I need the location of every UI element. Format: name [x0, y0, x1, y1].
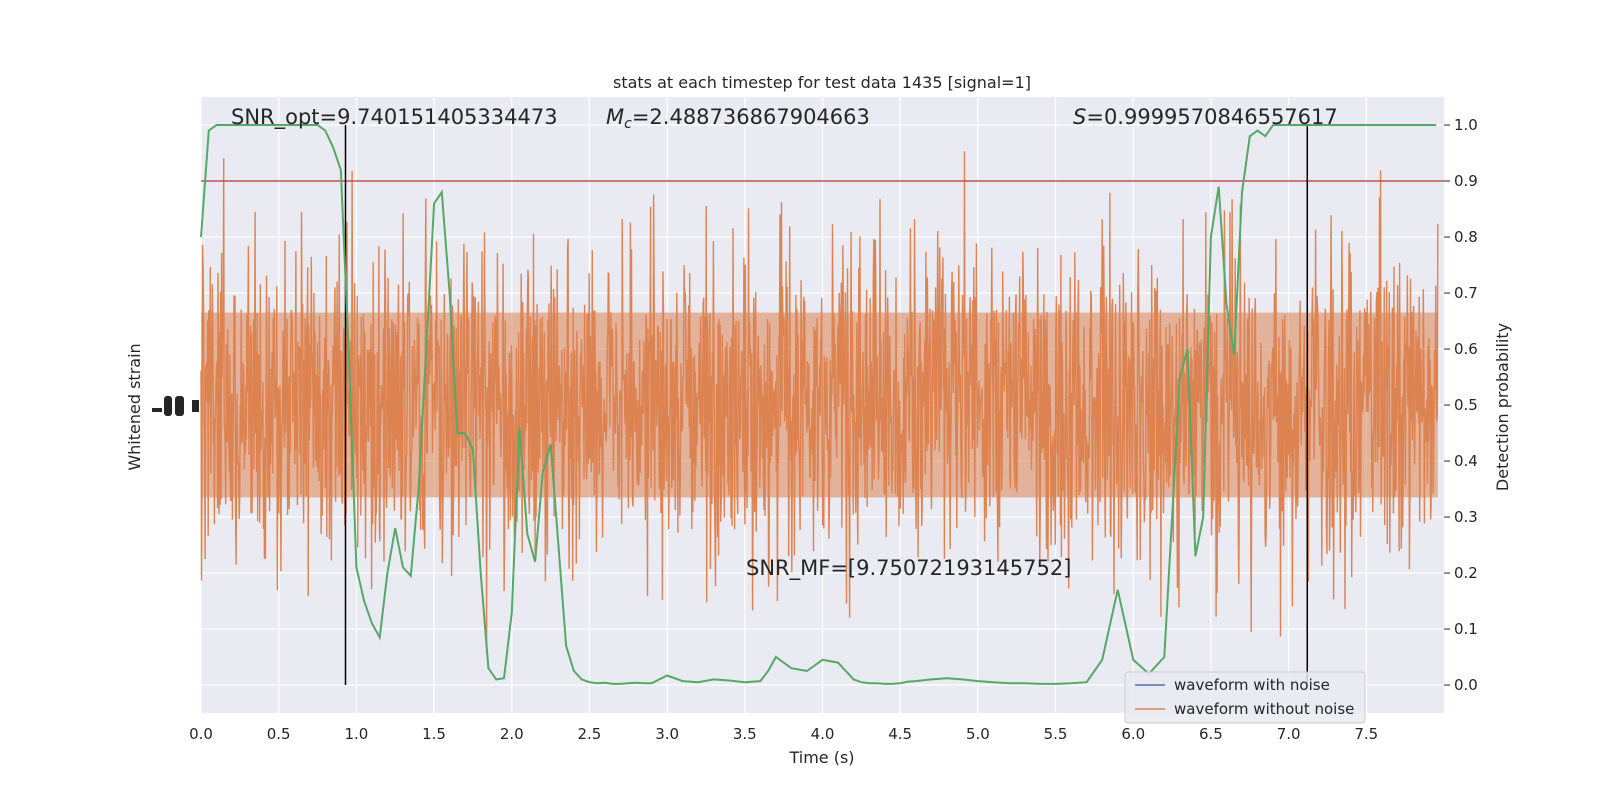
x-tick-label: 5.0	[966, 725, 990, 743]
x-axis-ticks: 0.0 0.5 1.0 1.5 2.0 2.5 3.0 3.5 4.0 4.5 5.0 5.5 6.0 6…	[189, 725, 1378, 743]
x-tick-label: 2.5	[578, 725, 602, 743]
annotation-chirp-mass: Mc=2.488736867904663	[606, 105, 870, 132]
detection-probability-line	[200, 124, 1437, 685]
x-tick-label: 2.0	[500, 725, 524, 743]
x-tick-label: 3.0	[655, 725, 679, 743]
left-axis-tick-blob-3	[175, 396, 184, 416]
right-tick-label: 0.8	[1454, 228, 1478, 246]
x-tick-label: 0.0	[189, 725, 213, 743]
x-tick-label: 6.0	[1121, 725, 1145, 743]
x-tick-label: 1.0	[344, 725, 368, 743]
right-tick-label: 0.6	[1454, 340, 1478, 358]
annotation-s-value: S=0.9999570846557617	[1073, 105, 1338, 129]
right-tick-label: 0.3	[1454, 508, 1478, 526]
right-axis-ticks: 0.0 0.1 0.2 0.3 0.4 0.5 0.6 0.7 0.8 0.9 1.0	[1444, 116, 1478, 694]
detection-vlines	[344, 125, 1309, 685]
waveform-dense-band	[201, 312, 1438, 498]
left-axis-tick-blob-4	[192, 400, 199, 412]
chart-title: stats at each timestep for test data 143…	[613, 73, 1031, 92]
annotation-snr-opt: SNR_opt=9.740151405334473	[231, 105, 558, 130]
right-tick-label: 0.2	[1454, 564, 1478, 582]
x-axis-label: Time (s)	[788, 748, 854, 767]
legend-entry-clean: waveform without noise	[1174, 700, 1354, 718]
s-value: =0.9999570846557617	[1086, 105, 1337, 129]
right-axis-label: Detection probability	[1493, 323, 1512, 491]
s-symbol: S	[1073, 105, 1086, 129]
legend: waveform with noise waveform without noi…	[1124, 671, 1366, 724]
x-tick-label: 4.5	[888, 725, 912, 743]
left-axis-label: Whitened strain	[125, 343, 144, 470]
left-axis-tick-blob-1	[152, 408, 162, 412]
x-tick-label: 1.5	[422, 725, 446, 743]
x-tick-label: 0.5	[267, 725, 291, 743]
legend-box	[1124, 671, 1366, 724]
x-tick-label: 3.5	[733, 725, 757, 743]
left-axis-tick-blob-2	[164, 396, 172, 416]
right-tick-label: 1.0	[1454, 116, 1478, 134]
x-tick-label: 7.5	[1354, 725, 1378, 743]
x-tick-label: 6.5	[1199, 725, 1223, 743]
x-tick-label: 5.5	[1044, 725, 1068, 743]
left-axis-clutter	[152, 396, 199, 416]
x-tick-label: 4.0	[811, 725, 835, 743]
detection-probability-layer	[200, 124, 1437, 685]
right-tick-label: 0.4	[1454, 452, 1478, 470]
right-tick-label: 0.5	[1454, 396, 1478, 414]
x-tick-label: 7.0	[1277, 725, 1301, 743]
legend-entry-noise: waveform with noise	[1174, 676, 1330, 694]
right-tick-label: 0.0	[1454, 676, 1478, 694]
chirp-mass-symbol: M	[606, 105, 624, 129]
chirp-mass-subscript: c	[624, 116, 632, 132]
right-tick-label: 0.1	[1454, 620, 1478, 638]
right-tick-label: 0.7	[1454, 284, 1478, 302]
right-tick-label: 0.9	[1454, 172, 1478, 190]
annotation-snr-mf: SNR_MF=[9.75072193145752]	[746, 556, 1071, 581]
chirp-mass-value: =2.488736867904663	[632, 105, 870, 129]
